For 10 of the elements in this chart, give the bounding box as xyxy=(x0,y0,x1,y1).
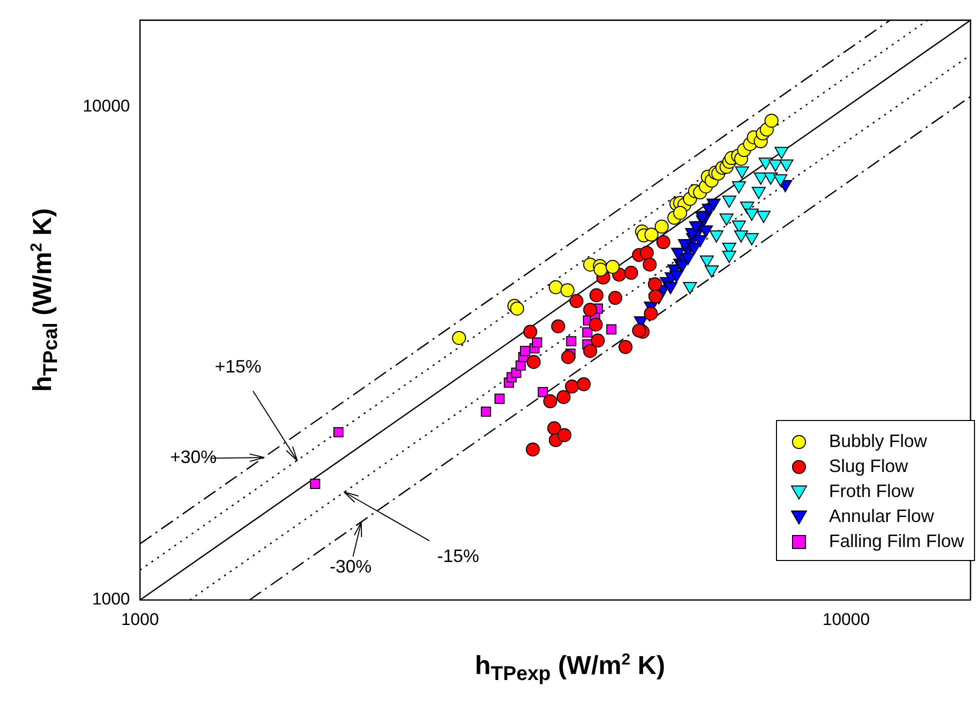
annotation: -30% xyxy=(330,556,372,577)
legend-label: Falling Film Flow xyxy=(828,531,964,552)
annotation: +15% xyxy=(214,356,262,376)
legend-label: Annular Flow xyxy=(828,506,934,527)
legend-label: Slug Flow xyxy=(828,456,908,477)
annotation: +30% xyxy=(170,446,217,467)
legend-label: Froth Flow xyxy=(828,481,914,502)
x-axis-title: h$_{TPexp}$ (W/m$^{2}$ K) xyxy=(474,650,666,686)
annotation: -15% xyxy=(437,546,480,566)
legend-label: Bubbly Flow xyxy=(828,431,928,452)
